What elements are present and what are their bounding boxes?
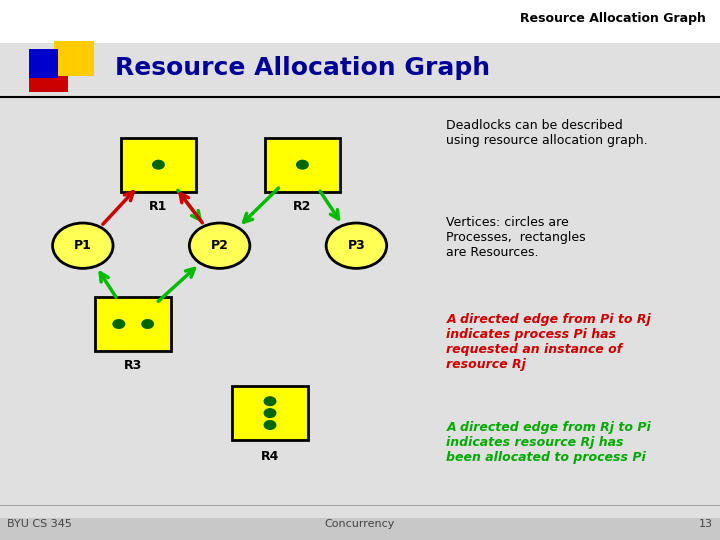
Circle shape [297, 160, 308, 169]
Circle shape [53, 223, 113, 268]
FancyBboxPatch shape [0, 0, 720, 43]
Text: R2: R2 [293, 200, 312, 213]
FancyBboxPatch shape [29, 49, 58, 78]
Text: R3: R3 [124, 359, 143, 372]
FancyBboxPatch shape [54, 40, 94, 76]
Text: A directed edge from Pi to Rj
indicates process Pi has
requested an instance of
: A directed edge from Pi to Rj indicates … [446, 313, 651, 371]
Circle shape [153, 160, 164, 169]
Text: Resource Allocation Graph: Resource Allocation Graph [520, 12, 706, 25]
Text: Deadlocks can be described
using resource allocation graph.: Deadlocks can be described using resourc… [446, 119, 648, 147]
Text: P1: P1 [74, 239, 91, 252]
Text: R1: R1 [149, 200, 168, 213]
Circle shape [264, 409, 276, 417]
FancyBboxPatch shape [232, 386, 308, 440]
FancyBboxPatch shape [29, 54, 68, 92]
Text: P2: P2 [211, 239, 228, 252]
Circle shape [189, 223, 250, 268]
Text: P3: P3 [348, 239, 365, 252]
Text: 13: 13 [699, 519, 713, 529]
Circle shape [326, 223, 387, 268]
Text: A directed edge from Rj to Pi
indicates resource Rj has
been allocated to proces: A directed edge from Rj to Pi indicates … [446, 421, 651, 464]
Circle shape [264, 421, 276, 429]
Circle shape [264, 397, 276, 406]
Text: Concurrency: Concurrency [325, 519, 395, 529]
FancyBboxPatch shape [95, 297, 171, 351]
Text: BYU CS 345: BYU CS 345 [7, 519, 72, 529]
FancyBboxPatch shape [0, 0, 720, 518]
Text: Vertices: circles are
Processes,  rectangles
are Resources.: Vertices: circles are Processes, rectang… [446, 216, 586, 259]
FancyBboxPatch shape [121, 138, 196, 192]
FancyBboxPatch shape [265, 138, 340, 192]
Circle shape [142, 320, 153, 328]
Circle shape [113, 320, 125, 328]
Text: Resource Allocation Graph: Resource Allocation Graph [115, 56, 490, 79]
Text: R4: R4 [261, 450, 279, 463]
